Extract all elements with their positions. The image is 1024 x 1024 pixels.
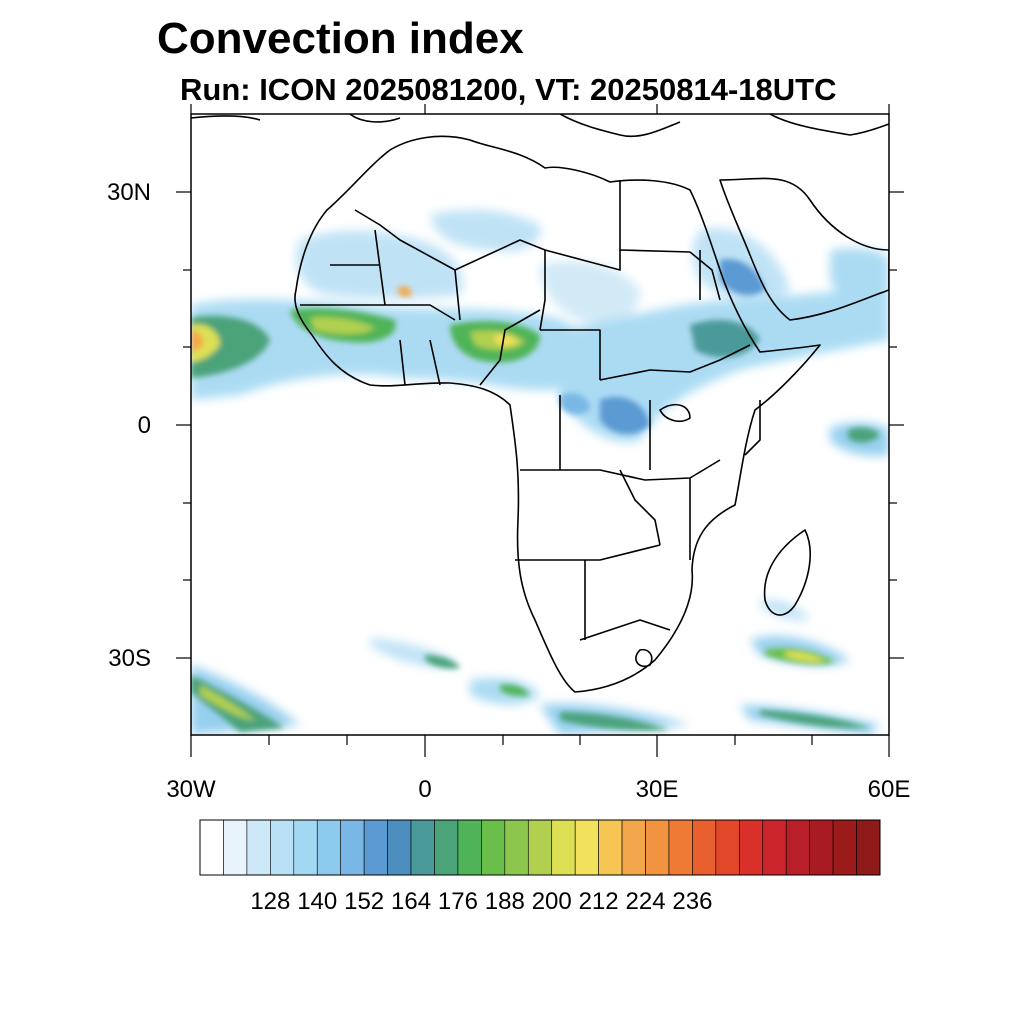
colorbar-label: 176	[437, 888, 478, 915]
lon-label-30w: 30W	[166, 776, 216, 803]
chart-title: Convection index	[157, 14, 524, 63]
colorbar-label: 128	[250, 888, 291, 915]
lat-label-30s: 30S	[108, 645, 151, 672]
lon-label-0: 0	[418, 776, 432, 803]
country-borders	[191, 114, 889, 693]
colorbar-label: 164	[391, 888, 432, 915]
lon-label-60e: 60E	[867, 776, 911, 803]
lat-label-30n: 30N	[106, 179, 151, 206]
lon-label-30e: 30E	[635, 776, 679, 803]
colorbar-label: 236	[672, 888, 713, 915]
colorbar-label: 152	[344, 888, 385, 915]
axis-ticks	[176, 104, 904, 757]
convection-field	[191, 209, 889, 735]
lat-label-0: 0	[137, 412, 151, 439]
chart-subtitle: Run: ICON 2025081200, VT: 20250814-18UTC	[180, 72, 837, 107]
colorbar-label: 140	[297, 888, 338, 915]
colorbar-label: 212	[578, 888, 619, 915]
colorbar-label: 224	[625, 888, 666, 915]
colorbar-label: 200	[531, 888, 572, 915]
colorbar-label: 188	[484, 888, 525, 915]
